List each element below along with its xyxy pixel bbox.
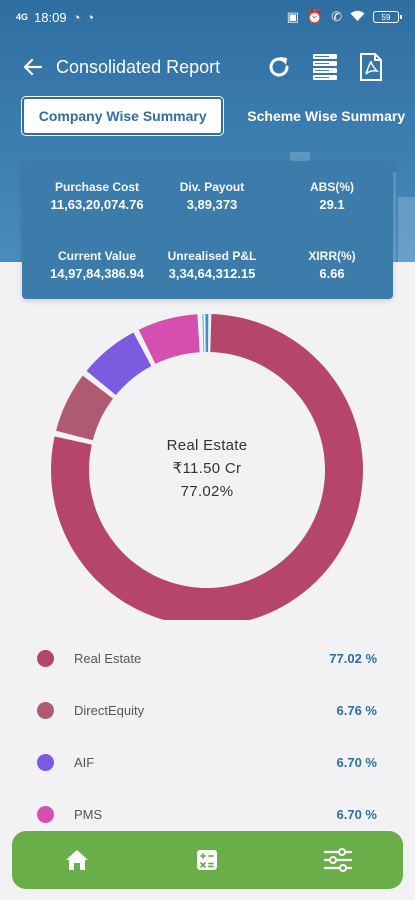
unrealised-pl-cell: Unrealised P&L 3,34,64,312.15 bbox=[152, 248, 272, 282]
calculator-icon[interactable] bbox=[183, 836, 231, 884]
legend-item-pms[interactable]: PMS 6.70 % bbox=[0, 788, 415, 840]
current-value-cell: Current Value 14,97,84,386.94 bbox=[32, 248, 162, 282]
donut-center-name: Real Estate bbox=[166, 437, 248, 454]
legend-item-real-estate[interactable]: Real Estate 77.02 % bbox=[0, 632, 415, 684]
filter-sliders-icon[interactable] bbox=[314, 836, 362, 884]
donut-center-percent: 77.02% bbox=[180, 483, 234, 500]
xirr-label: XIRR(%) bbox=[308, 249, 356, 263]
legend-color-dot bbox=[37, 805, 54, 823]
xirr-value: 6.66 bbox=[319, 266, 345, 281]
legend-name: AIF bbox=[74, 754, 95, 770]
battery-icon: 59 bbox=[373, 11, 402, 23]
legend-percent: 6.76 % bbox=[336, 702, 377, 718]
donut-slice-pms[interactable] bbox=[138, 314, 200, 364]
legend-percent: 6.70 % bbox=[336, 806, 377, 822]
donut-center-amount: ₹11.50 Cr bbox=[172, 460, 242, 477]
div-payout-label: Div. Payout bbox=[179, 180, 245, 194]
purchase-cost-label: Purchase Cost bbox=[54, 180, 140, 194]
abs-cell: ABS(%) 29.1 bbox=[277, 179, 387, 213]
donut-slice-aif[interactable] bbox=[86, 332, 152, 396]
current-value-value: 14,97,84,386.94 bbox=[50, 266, 144, 281]
whatsapp-icon: ◔ bbox=[72, 9, 81, 25]
whatsapp-icon-2: ◔ bbox=[86, 9, 95, 25]
div-payout-value: 3,89,373 bbox=[186, 197, 238, 212]
status-bar: 4G 18:09 ◔ ◔ ▣ ⏰ ✆ 59 bbox=[0, 0, 415, 34]
legend-percent: 6.70 % bbox=[336, 754, 377, 770]
legend-color-dot bbox=[37, 753, 54, 771]
signal-indicator: 4G bbox=[16, 11, 29, 22]
database-icon[interactable] bbox=[309, 51, 341, 83]
legend-percent: 77.02 % bbox=[329, 650, 377, 666]
donut-center-label: Real Estate ₹11.50 Cr 77.02% bbox=[107, 434, 307, 503]
legend-name: PMS bbox=[74, 806, 103, 822]
refresh-icon[interactable] bbox=[263, 51, 295, 83]
summary-card: Purchase Cost 11,63,20,074.76 Div. Payou… bbox=[22, 161, 393, 299]
donut-slice-other[interactable] bbox=[202, 314, 205, 353]
purchase-cost-cell: Purchase Cost 11,63,20,074.76 bbox=[32, 179, 162, 213]
donut-slice-other-2[interactable] bbox=[205, 314, 209, 353]
legend-color-dot bbox=[37, 649, 54, 667]
unrealised-pl-value: 3,34,64,312.15 bbox=[168, 266, 256, 281]
tab-company-wise-summary[interactable]: Company Wise Summary bbox=[22, 97, 224, 135]
nfc-icon: ▣ bbox=[286, 9, 299, 24]
back-arrow-icon[interactable] bbox=[10, 44, 56, 90]
bottom-navigation bbox=[12, 831, 403, 889]
allocation-donut-chart[interactable] bbox=[0, 300, 415, 620]
pdf-icon[interactable] bbox=[355, 51, 387, 83]
legend-item-direct-equity[interactable]: DirectEquity 6.76 % bbox=[0, 684, 415, 736]
page-title: Consolidated Report bbox=[56, 56, 221, 77]
clock: 18:09 bbox=[34, 9, 67, 25]
app-bar: Consolidated Report bbox=[0, 44, 415, 90]
legend-name: DirectEquity bbox=[74, 702, 145, 718]
wifi-icon bbox=[350, 10, 365, 25]
xirr-cell: XIRR(%) 6.66 bbox=[277, 248, 387, 282]
div-payout-cell: Div. Payout 3,89,373 bbox=[152, 179, 272, 213]
abs-value: 29.1 bbox=[319, 197, 345, 212]
battery-level: 59 bbox=[381, 12, 391, 22]
alarm-icon: ⏰ bbox=[306, 9, 324, 24]
legend-item-aif[interactable]: AIF 6.70 % bbox=[0, 736, 415, 788]
call-icon: ✆ bbox=[331, 9, 342, 24]
legend-name: Real Estate bbox=[74, 650, 142, 666]
current-value-label: Current Value bbox=[57, 249, 137, 263]
tab-bar: Company Wise Summary Scheme Wise Summary bbox=[22, 97, 415, 135]
home-icon[interactable] bbox=[53, 836, 101, 884]
tab-scheme-wise-summary[interactable]: Scheme Wise Summary bbox=[247, 108, 406, 124]
abs-label: ABS(%) bbox=[310, 180, 354, 194]
unrealised-pl-label: Unrealised P&L bbox=[167, 249, 257, 263]
purchase-cost-value: 11,63,20,074.76 bbox=[50, 197, 144, 212]
donut-slice-directequity[interactable] bbox=[56, 375, 114, 441]
legend-color-dot bbox=[37, 701, 54, 719]
